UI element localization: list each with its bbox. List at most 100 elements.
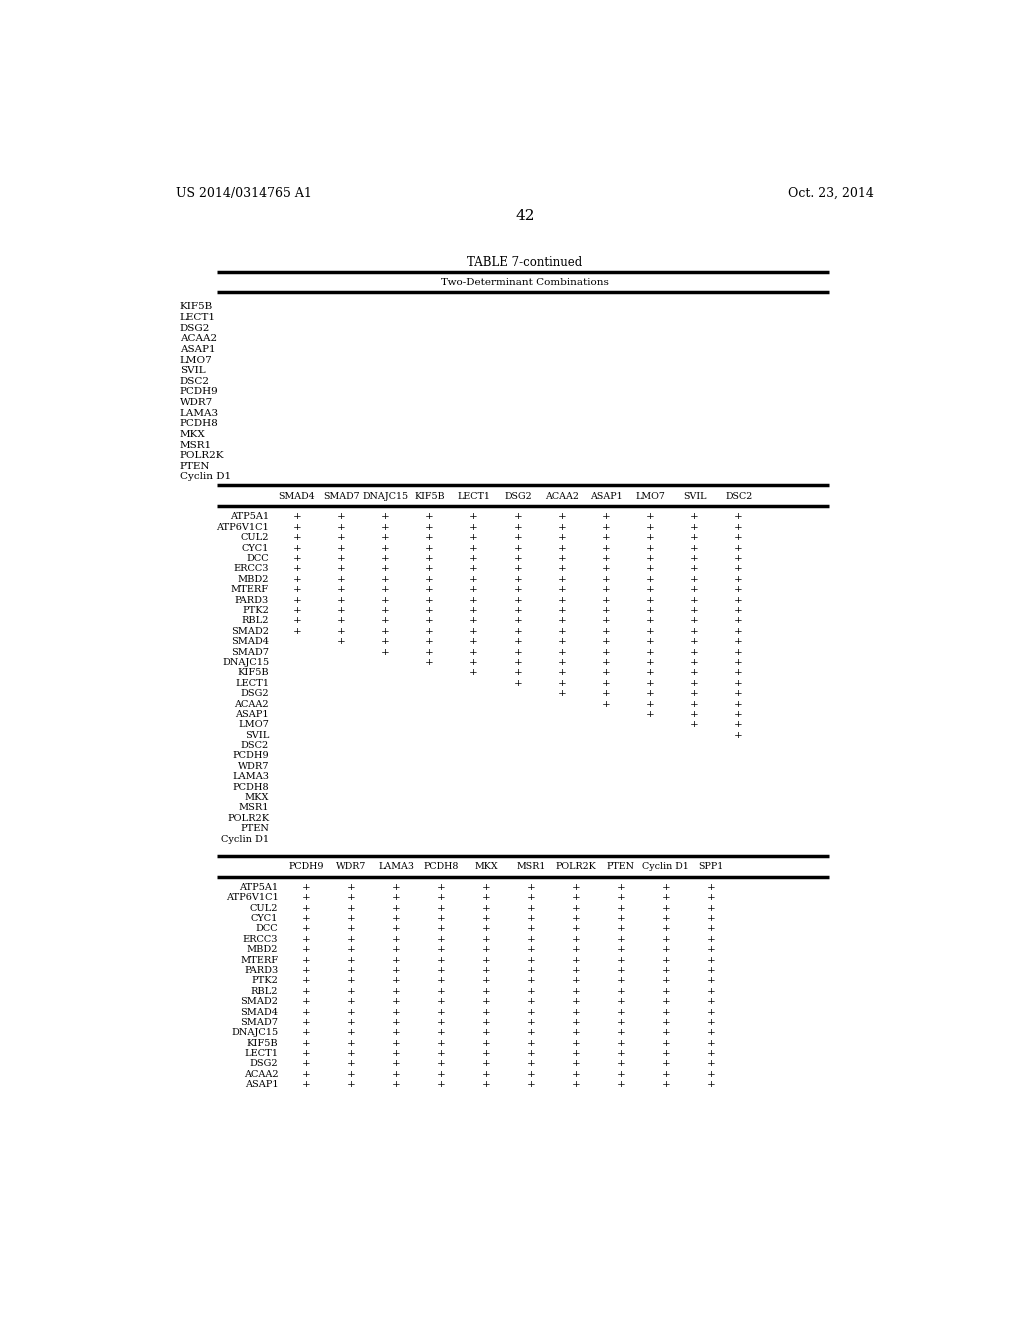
- Text: +: +: [602, 606, 610, 615]
- Text: +: +: [293, 523, 301, 532]
- Text: +: +: [481, 935, 490, 944]
- Text: DSG2: DSG2: [241, 689, 269, 698]
- Text: +: +: [293, 595, 301, 605]
- Text: MKX: MKX: [180, 430, 206, 440]
- Text: +: +: [436, 904, 445, 912]
- Text: PCDH8: PCDH8: [423, 862, 459, 871]
- Text: +: +: [558, 574, 566, 583]
- Text: +: +: [571, 1028, 581, 1038]
- Text: +: +: [469, 616, 478, 626]
- Text: +: +: [392, 956, 400, 965]
- Text: PTK2: PTK2: [252, 977, 279, 985]
- Text: +: +: [436, 977, 445, 985]
- Text: +: +: [602, 689, 610, 698]
- Text: +: +: [302, 1028, 310, 1038]
- Text: +: +: [734, 700, 743, 709]
- Text: +: +: [734, 710, 743, 719]
- Text: +: +: [381, 638, 390, 647]
- Text: MBD2: MBD2: [238, 574, 269, 583]
- Text: +: +: [392, 1049, 400, 1059]
- Text: +: +: [526, 977, 536, 985]
- Text: +: +: [425, 657, 434, 667]
- Text: +: +: [469, 595, 478, 605]
- Text: +: +: [734, 533, 743, 543]
- Text: +: +: [616, 883, 626, 892]
- Text: SMAD2: SMAD2: [231, 627, 269, 636]
- Text: +: +: [481, 904, 490, 912]
- Text: +: +: [662, 883, 671, 892]
- Text: +: +: [646, 512, 654, 521]
- Text: +: +: [347, 987, 355, 995]
- Text: +: +: [381, 595, 390, 605]
- Text: +: +: [690, 710, 699, 719]
- Text: +: +: [469, 627, 478, 636]
- Text: +: +: [302, 913, 310, 923]
- Text: +: +: [734, 595, 743, 605]
- Text: +: +: [646, 585, 654, 594]
- Text: +: +: [646, 595, 654, 605]
- Text: +: +: [690, 606, 699, 615]
- Text: +: +: [690, 638, 699, 647]
- Text: ACAA2: ACAA2: [545, 491, 579, 500]
- Text: +: +: [616, 997, 626, 1006]
- Text: +: +: [734, 585, 743, 594]
- Text: +: +: [571, 1080, 581, 1089]
- Text: +: +: [707, 956, 715, 965]
- Text: +: +: [646, 678, 654, 688]
- Text: +: +: [302, 956, 310, 965]
- Text: +: +: [513, 627, 522, 636]
- Text: +: +: [337, 574, 345, 583]
- Text: +: +: [347, 977, 355, 985]
- Text: +: +: [481, 883, 490, 892]
- Text: +: +: [662, 894, 671, 902]
- Text: PCDH8: PCDH8: [180, 420, 219, 428]
- Text: +: +: [337, 554, 345, 564]
- Text: +: +: [734, 523, 743, 532]
- Text: +: +: [558, 533, 566, 543]
- Text: +: +: [469, 544, 478, 553]
- Text: +: +: [662, 956, 671, 965]
- Text: DSG2: DSG2: [180, 323, 210, 333]
- Text: ACAA2: ACAA2: [244, 1071, 279, 1078]
- Text: +: +: [469, 574, 478, 583]
- Text: +: +: [469, 668, 478, 677]
- Text: +: +: [526, 1071, 536, 1078]
- Text: +: +: [602, 565, 610, 573]
- Text: +: +: [425, 648, 434, 656]
- Text: +: +: [690, 648, 699, 656]
- Text: +: +: [392, 977, 400, 985]
- Text: +: +: [481, 913, 490, 923]
- Text: +: +: [337, 606, 345, 615]
- Text: +: +: [616, 1028, 626, 1038]
- Text: +: +: [707, 987, 715, 995]
- Text: +: +: [392, 987, 400, 995]
- Text: 42: 42: [515, 209, 535, 223]
- Text: +: +: [602, 616, 610, 626]
- Text: +: +: [513, 638, 522, 647]
- Text: SMAD7: SMAD7: [241, 1018, 279, 1027]
- Text: +: +: [381, 574, 390, 583]
- Text: +: +: [513, 565, 522, 573]
- Text: +: +: [392, 935, 400, 944]
- Text: WDR7: WDR7: [180, 399, 213, 407]
- Text: LECT1: LECT1: [236, 678, 269, 688]
- Text: +: +: [646, 616, 654, 626]
- Text: LMO7: LMO7: [239, 721, 269, 730]
- Text: +: +: [646, 668, 654, 677]
- Text: +: +: [469, 512, 478, 521]
- Text: CUL2: CUL2: [241, 533, 269, 543]
- Text: +: +: [616, 987, 626, 995]
- Text: +: +: [347, 1049, 355, 1059]
- Text: +: +: [558, 544, 566, 553]
- Text: +: +: [662, 945, 671, 954]
- Text: LAMA3: LAMA3: [232, 772, 269, 781]
- Text: +: +: [734, 668, 743, 677]
- Text: +: +: [436, 1028, 445, 1038]
- Text: +: +: [734, 638, 743, 647]
- Text: LMO7: LMO7: [180, 355, 213, 364]
- Text: +: +: [337, 565, 345, 573]
- Text: +: +: [381, 585, 390, 594]
- Text: +: +: [425, 544, 434, 553]
- Text: +: +: [662, 1049, 671, 1059]
- Text: +: +: [602, 554, 610, 564]
